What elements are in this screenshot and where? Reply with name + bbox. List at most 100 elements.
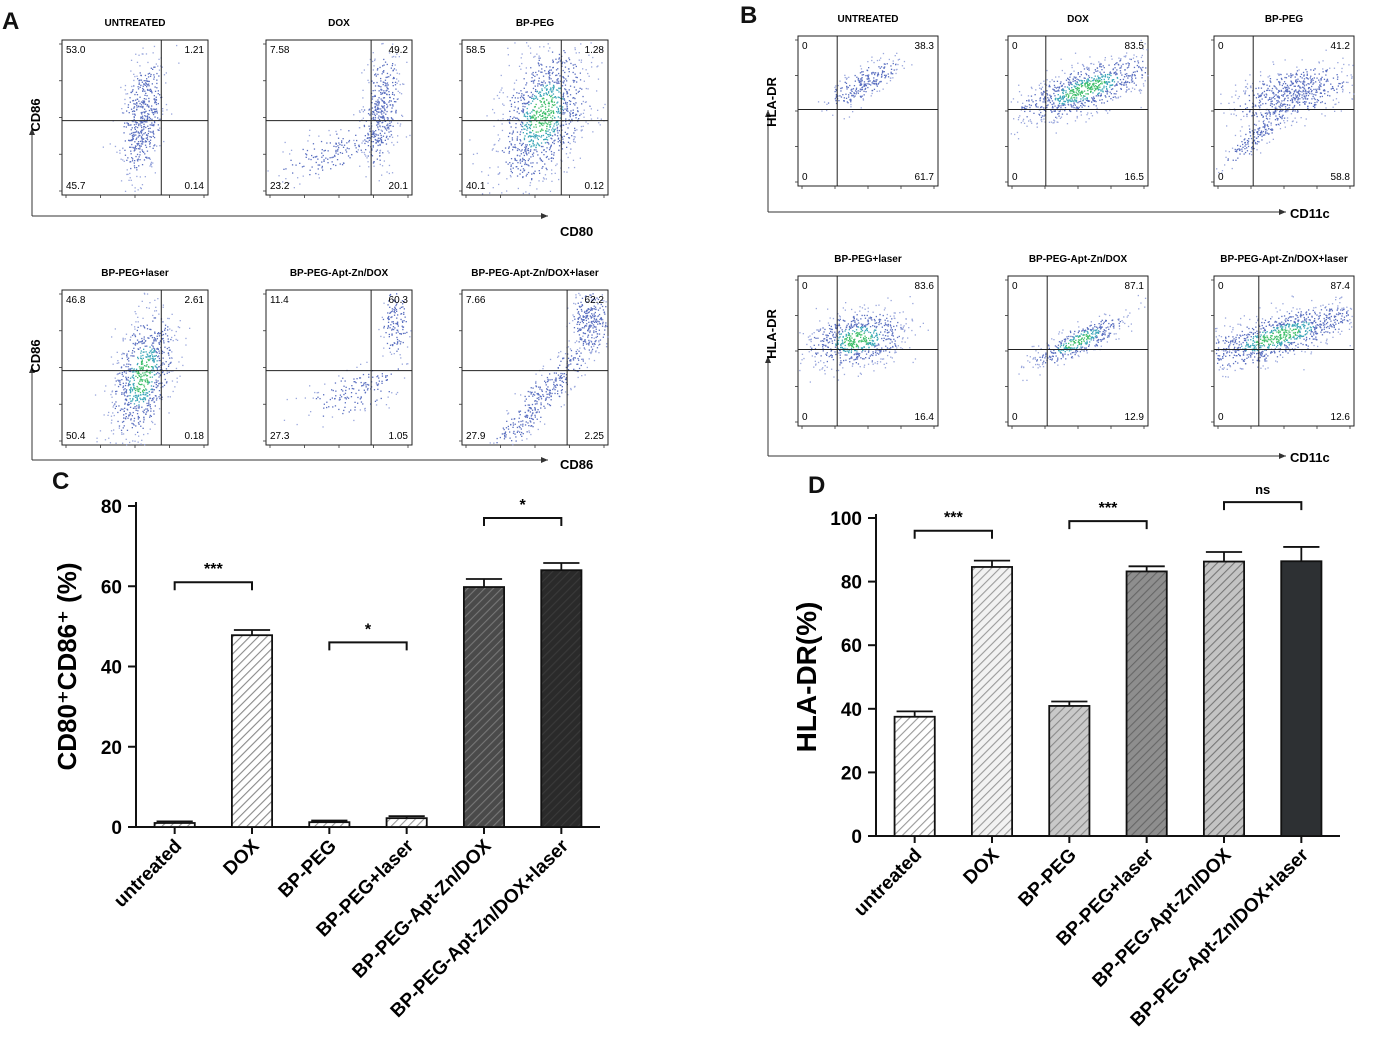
event-dot	[583, 327, 585, 329]
event-dot	[376, 110, 378, 113]
event-dot	[1023, 107, 1025, 109]
event-dot	[1044, 97, 1046, 99]
event-dot	[846, 77, 848, 79]
event-dot	[562, 96, 564, 98]
event-dot	[583, 116, 585, 118]
event-dot	[590, 341, 593, 343]
event-dot	[154, 374, 156, 376]
event-dot	[538, 170, 540, 172]
event-dot	[534, 75, 536, 77]
event-dot	[395, 56, 397, 58]
event-dot	[114, 407, 116, 410]
event-dot	[131, 160, 134, 162]
event-dot	[176, 381, 178, 383]
event-dot	[127, 173, 129, 175]
event-dot	[565, 59, 567, 62]
event-dot	[148, 100, 150, 102]
event-dot	[369, 128, 371, 130]
event-dot	[553, 116, 556, 119]
event-dot	[848, 96, 850, 98]
event-dot	[1073, 100, 1075, 102]
event-dot	[547, 92, 550, 94]
event-dot	[510, 126, 512, 128]
event-dot	[523, 128, 525, 130]
event-dot	[367, 387, 369, 390]
event-dot	[593, 301, 595, 304]
event-dot	[382, 42, 384, 45]
event-dot	[391, 64, 393, 67]
event-dot	[505, 161, 507, 163]
event-dot	[1057, 89, 1060, 91]
event-dot	[316, 155, 318, 158]
event-dot	[1061, 103, 1063, 105]
event-dot	[127, 395, 129, 397]
event-dot	[148, 403, 150, 405]
event-dot	[848, 116, 851, 118]
event-dot	[377, 388, 379, 390]
event-dot	[541, 160, 544, 162]
event-dot	[556, 111, 558, 113]
event-dot	[1103, 102, 1105, 104]
event-dot	[540, 115, 542, 117]
event-dot	[367, 113, 370, 115]
event-dot	[589, 330, 591, 332]
event-dot	[591, 309, 593, 311]
event-dot	[134, 406, 136, 408]
event-dot	[545, 92, 547, 94]
event-dot	[895, 69, 897, 71]
event-dot	[512, 432, 515, 434]
event-dot	[133, 110, 135, 112]
event-dot	[374, 400, 377, 402]
event-dot	[336, 133, 338, 135]
event-dot	[132, 423, 134, 425]
event-dot	[117, 411, 119, 414]
event-dot	[525, 416, 527, 418]
event-dot	[549, 124, 551, 126]
event-dot	[1025, 108, 1027, 110]
event-dot	[533, 109, 535, 112]
event-dot	[535, 411, 537, 414]
event-dot	[386, 86, 388, 88]
event-dot	[171, 336, 173, 339]
event-dot	[126, 358, 129, 361]
event-dot	[389, 122, 391, 125]
event-dot	[143, 336, 145, 338]
axes-row-1	[29, 128, 548, 219]
event-dot	[599, 339, 602, 341]
event-dot	[139, 72, 141, 74]
event-dot	[354, 143, 356, 145]
event-dot	[499, 138, 501, 140]
event-dot	[295, 164, 297, 166]
event-dot	[543, 178, 545, 180]
event-dot	[145, 365, 147, 367]
event-dot	[374, 103, 376, 105]
event-dot	[572, 359, 575, 361]
event-dot	[134, 93, 136, 96]
event-dot	[400, 306, 403, 308]
event-dot	[550, 123, 552, 125]
event-dot	[1074, 77, 1076, 79]
event-dot	[522, 433, 524, 435]
event-dot	[510, 165, 512, 168]
event-dot	[159, 394, 162, 396]
event-dot	[322, 415, 325, 417]
event-dot	[121, 372, 123, 374]
event-dot	[157, 65, 159, 67]
event-dot	[890, 68, 893, 70]
event-dot	[525, 146, 528, 148]
event-dot	[541, 167, 543, 169]
event-dot	[1090, 90, 1092, 93]
quadrant-ul: 11.4	[270, 295, 289, 306]
event-dot	[892, 77, 894, 79]
event-dot	[1097, 93, 1099, 96]
event-dot	[1114, 96, 1116, 98]
event-dot	[321, 152, 323, 154]
event-dot	[380, 111, 382, 114]
event-dot	[140, 74, 142, 76]
event-dot	[130, 153, 132, 155]
event-dot	[580, 328, 582, 331]
event-dot	[519, 431, 521, 433]
event-dot	[133, 124, 136, 126]
event-dot	[567, 357, 570, 359]
event-dot	[570, 359, 572, 361]
